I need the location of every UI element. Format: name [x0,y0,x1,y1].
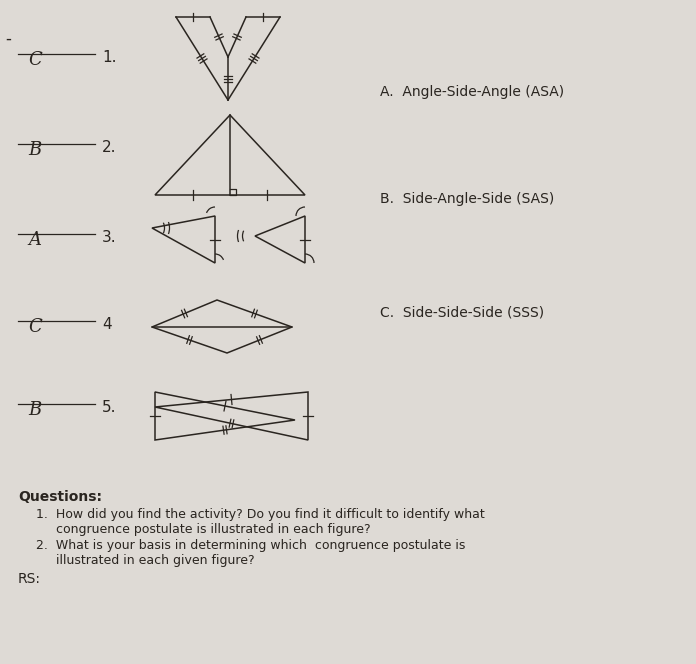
Text: -: - [5,30,11,48]
Text: B.  Side-Angle-Side (SAS): B. Side-Angle-Side (SAS) [380,192,554,206]
Text: RS:: RS: [18,572,41,586]
Text: C: C [28,51,42,69]
Text: 2.: 2. [102,140,116,155]
Text: C.  Side-Side-Side (SSS): C. Side-Side-Side (SSS) [380,305,544,319]
Text: 1.: 1. [102,50,116,65]
Text: A.  Angle-Side-Angle (ASA): A. Angle-Side-Angle (ASA) [380,85,564,99]
Text: B: B [28,141,41,159]
Text: congruence postulate is illustrated in each figure?: congruence postulate is illustrated in e… [56,523,371,536]
Text: 4: 4 [102,317,111,332]
Text: 3.: 3. [102,230,117,245]
Text: 2.  What is your basis in determining which  congruence postulate is: 2. What is your basis in determining whi… [36,539,466,552]
Text: illustrated in each given figure?: illustrated in each given figure? [56,554,255,567]
Text: A: A [28,231,41,249]
Text: 1.  How did you find the activity? Do you find it difficult to identify what: 1. How did you find the activity? Do you… [36,508,484,521]
Text: 5.: 5. [102,400,116,415]
Text: B: B [28,401,41,419]
Text: C: C [28,318,42,336]
Text: Questions:: Questions: [18,490,102,504]
